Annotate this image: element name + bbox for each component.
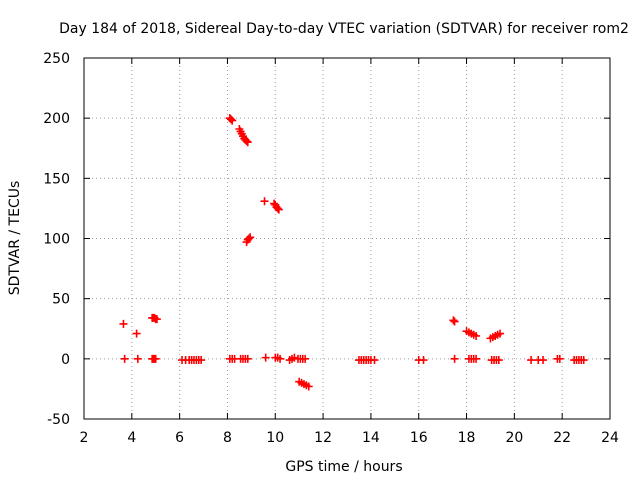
x-tick-label: 22 [553,430,571,446]
x-tick-label: 14 [362,430,380,446]
data-point [274,205,283,214]
data-point [450,354,459,363]
x-tick-label: 2 [80,430,89,446]
x-tick-label: 20 [505,430,523,446]
data-point [227,115,236,124]
data-point [133,354,142,363]
y-axis-label: SDTVAR / TECUs [7,181,23,296]
y-tick-label: 200 [43,111,70,127]
data-point [273,204,282,213]
data-point [304,382,313,391]
y-ticks: -50 0 50 100 150 200 250 [43,51,610,428]
data-point [151,354,160,363]
x-tick-label: 6 [175,430,184,446]
data-point [555,354,564,363]
data-point [246,233,255,242]
x-tick-label: 10 [266,430,284,446]
data-point [228,116,237,125]
y-tick-label: 50 [52,292,70,308]
data-point [242,137,251,146]
y-tick-label: 0 [61,352,70,368]
data-point [539,356,548,365]
data-point [276,354,285,363]
y-tick-label: 150 [43,171,70,187]
data-point [119,319,128,328]
data-point [261,353,270,362]
data-point [496,329,505,338]
data-point [120,354,129,363]
data-point [132,329,141,338]
x-tick-label: 18 [458,430,476,446]
x-tick-label: 16 [410,430,428,446]
data-point [243,354,252,363]
y-tick-label: 250 [43,51,70,67]
data-point [290,353,299,362]
data-point [579,356,588,365]
data-points [119,114,588,391]
data-point [419,356,428,365]
data-point [152,315,161,324]
data-point [527,356,536,365]
data-point [370,356,379,365]
y-tick-label: 100 [43,232,70,248]
data-point [494,356,503,365]
x-ticks: 2 4 6 8 10 12 14 16 18 20 22 24 [80,58,619,446]
chart-title: Day 184 of 2018, Sidereal Day-to-day VTE… [59,21,629,37]
data-point [301,354,310,363]
data-point [449,316,458,325]
x-axis-label: GPS time / hours [285,459,402,475]
x-tick-label: 4 [127,430,136,446]
data-point [244,234,253,243]
data-point [450,317,459,326]
y-tick-label: -50 [47,412,70,428]
plot-frame [83,57,611,420]
data-point [472,354,481,363]
data-point [243,138,252,147]
grid [84,58,610,419]
x-tick-label: 24 [601,430,619,446]
x-tick-label: 12 [314,430,332,446]
x-tick-label: 8 [223,430,232,446]
data-point [260,197,269,206]
data-point [472,331,481,340]
data-point [197,356,206,365]
